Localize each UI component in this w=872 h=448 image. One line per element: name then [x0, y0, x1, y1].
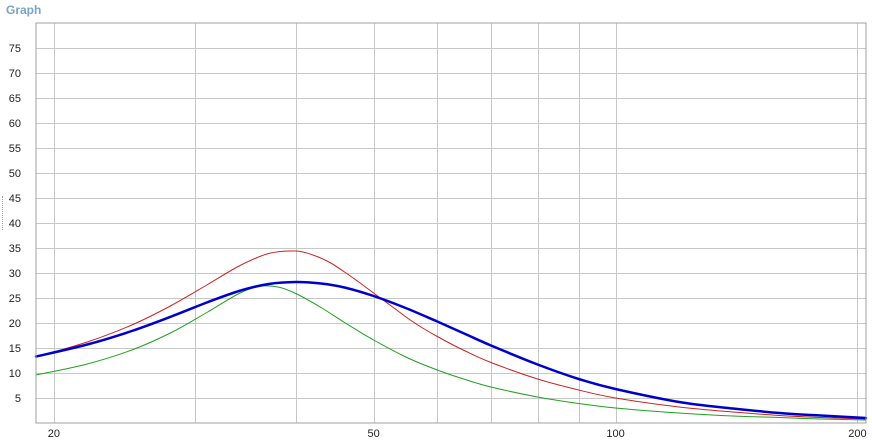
y-tick-label: 65	[9, 93, 21, 105]
y-axis: 5 10 15 20 25 30 35 40 45 50 55 60 65 70 75	[9, 43, 21, 405]
splitter-grip[interactable]	[2, 196, 5, 230]
y-tick-label: 40	[9, 218, 21, 230]
x-tick-label: 20	[48, 428, 60, 440]
y-tick-label: 15	[9, 343, 21, 355]
y-tick-label: 25	[9, 293, 21, 305]
x-tick-label: 200	[848, 428, 866, 440]
y-tick-label: 45	[9, 193, 21, 205]
y-tick-label: 75	[9, 43, 21, 55]
panel-title: Graph	[6, 3, 42, 17]
y-tick-label: 60	[9, 118, 21, 130]
y-tick-label: 10	[9, 368, 21, 380]
y-tick-label: 30	[9, 268, 21, 280]
y-tick-label: 20	[9, 318, 21, 330]
y-tick-label: 35	[9, 243, 21, 255]
x-tick-label: 100	[606, 428, 624, 440]
y-tick-label: 55	[9, 143, 21, 155]
y-tick-label: 70	[9, 68, 21, 80]
y-tick-label: 5	[15, 393, 21, 405]
y-tick-label: 50	[9, 168, 21, 180]
grid	[36, 23, 866, 423]
plot-border	[35, 22, 867, 424]
series-group	[34, 250, 868, 421]
x-tick-label: 50	[368, 428, 380, 440]
series-line-2	[35, 285, 867, 421]
series-line-3	[34, 280, 868, 420]
x-axis: 20 50 100 200	[48, 428, 867, 440]
